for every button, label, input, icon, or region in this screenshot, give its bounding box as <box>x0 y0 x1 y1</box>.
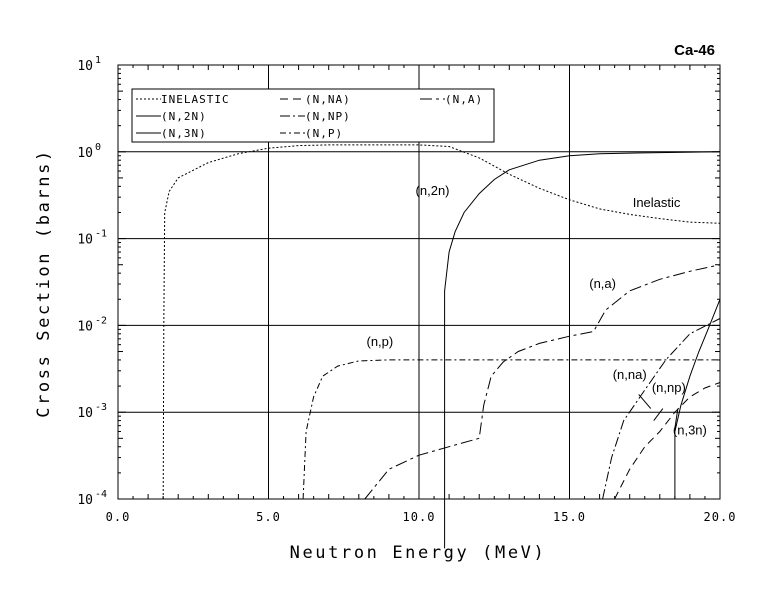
legend-frame <box>131 88 495 143</box>
y-tick-exponent: -1 <box>95 229 107 240</box>
x-tick-label: 15.0 <box>553 510 586 524</box>
series-line-inelastic <box>162 144 721 500</box>
series-line-na <box>364 264 721 500</box>
chart-title: Ca-46 <box>674 42 715 59</box>
y-tick-label: 10 <box>77 146 93 161</box>
y-tick-exponent: 1 <box>95 55 101 66</box>
leader-line <box>653 408 664 421</box>
annotation-label: (n,p) <box>367 334 394 349</box>
x-axis-label: Neutron Energy (MeV) <box>290 543 547 563</box>
series-line-nna <box>614 382 721 500</box>
leader-line <box>674 408 679 429</box>
series-line-n3n <box>674 299 721 499</box>
x-tick-label: 10.0 <box>403 510 436 524</box>
annotation-label: Inelastic <box>633 195 681 210</box>
legend-label: INELASTIC <box>161 93 230 106</box>
legend-label: (N,3N) <box>161 127 207 140</box>
annotation-label: (n,na) <box>613 367 647 382</box>
annotation-label: (n,np) <box>652 380 686 395</box>
y-tick-exponent: 0 <box>95 142 101 153</box>
y-tick-label: 10 <box>77 59 93 74</box>
series-line-np <box>302 359 720 500</box>
legend: INELASTIC (N,NA) (N,A) (N,2N) (N,NP) (N,3N) (N… <box>131 88 495 143</box>
legend-label: (N,NA) <box>305 93 351 106</box>
legend-label: (N,2N) <box>161 110 207 123</box>
y-tick-label: 10 <box>77 319 93 334</box>
legend-label: (N,A) <box>445 93 483 106</box>
x-tick-label: 0.0 <box>106 510 131 524</box>
y-tick-label: 10 <box>77 233 93 248</box>
y-axis-label: Cross Section (barns) <box>34 148 54 418</box>
legend-label: (N,NP) <box>305 110 351 123</box>
y-tick-exponent: -4 <box>95 489 107 500</box>
annotation-label: (n,a) <box>589 276 616 291</box>
y-tick-label: 10 <box>77 493 93 508</box>
y-tick-label: 10 <box>77 406 93 421</box>
series-line-n2n <box>444 151 721 549</box>
series-layer <box>162 144 721 549</box>
leader-line <box>638 394 652 409</box>
x-tick-label: 20.0 <box>704 510 737 524</box>
annotations: (n,2n) Inelastic (n,a) (n,p) (n,na) (n,np) (n,… <box>367 183 707 438</box>
x-tick-label: 5.0 <box>256 510 281 524</box>
y-tick-exponent: -3 <box>95 402 107 413</box>
annotation-label: (n,3n) <box>673 423 707 438</box>
annotation-label: (n,2n) <box>416 183 450 198</box>
series-line-nnp <box>602 318 721 500</box>
y-tick-exponent: -2 <box>95 315 107 326</box>
legend-label: (N,P) <box>305 127 343 140</box>
